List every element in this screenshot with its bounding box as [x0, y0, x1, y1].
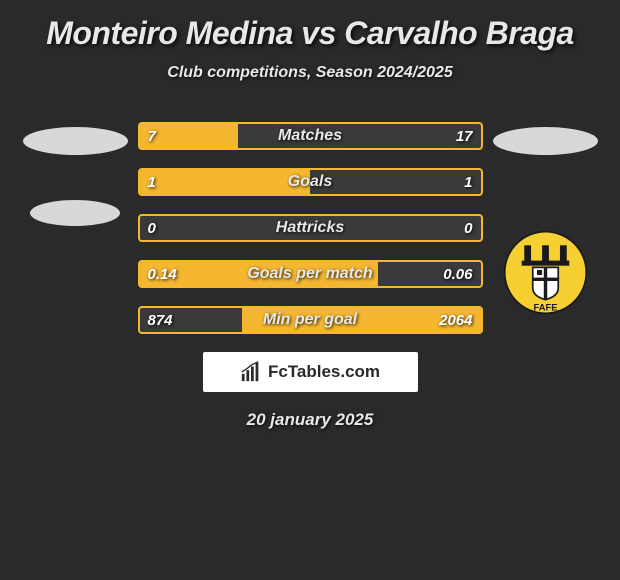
- stat-label: Goals: [288, 173, 332, 191]
- stat-value-right: 2064: [439, 312, 472, 329]
- stat-label: Min per goal: [263, 311, 357, 329]
- stat-label: Goals per match: [247, 265, 372, 283]
- stat-value-right: 0: [464, 220, 472, 237]
- left-badge-column: [23, 122, 128, 226]
- site-badge: FcTables.com: [203, 352, 418, 392]
- stat-label: Hattricks: [276, 219, 344, 237]
- stat-value-left: 874: [148, 312, 173, 329]
- stat-value-right: 1: [464, 174, 472, 191]
- stats-area: 7 Matches 17 1 Goals 1 0 Hattricks 0 0.14 Goals pe…: [10, 122, 610, 334]
- stat-value-left: 1: [148, 174, 156, 191]
- stat-value-left: 0: [148, 220, 156, 237]
- stat-row: 874 Min per goal 2064: [138, 306, 483, 334]
- page-title: Monteiro Medina vs Carvalho Braga: [10, 15, 610, 52]
- stat-value-right: 17: [456, 128, 473, 145]
- stat-value-left: 7: [148, 128, 156, 145]
- right-badge-column: FAFE: [493, 122, 598, 315]
- svg-text:FAFE: FAFE: [533, 303, 557, 313]
- oval-icon: [493, 127, 598, 155]
- oval-icon: [30, 200, 120, 226]
- chart-icon: [240, 361, 262, 383]
- site-name: FcTables.com: [268, 362, 380, 382]
- stat-row: 1 Goals 1: [138, 168, 483, 196]
- comparison-infographic: Monteiro Medina vs Carvalho Braga Club c…: [0, 0, 620, 445]
- stat-value-right: 0.06: [443, 266, 472, 283]
- date-text: 20 january 2025: [10, 410, 610, 430]
- stat-row: 0 Hattricks 0: [138, 214, 483, 242]
- stat-row: 0.14 Goals per match 0.06: [138, 260, 483, 288]
- subtitle: Club competitions, Season 2024/2025: [10, 64, 610, 82]
- stat-value-left: 0.14: [148, 266, 177, 283]
- stat-bars: 7 Matches 17 1 Goals 1 0 Hattricks 0 0.14 Goals pe…: [138, 122, 483, 334]
- stat-row: 7 Matches 17: [138, 122, 483, 150]
- bar-fill-left: [140, 170, 311, 194]
- oval-icon: [23, 127, 128, 155]
- stat-label: Matches: [278, 127, 342, 145]
- club-crest-icon: FAFE: [503, 230, 588, 315]
